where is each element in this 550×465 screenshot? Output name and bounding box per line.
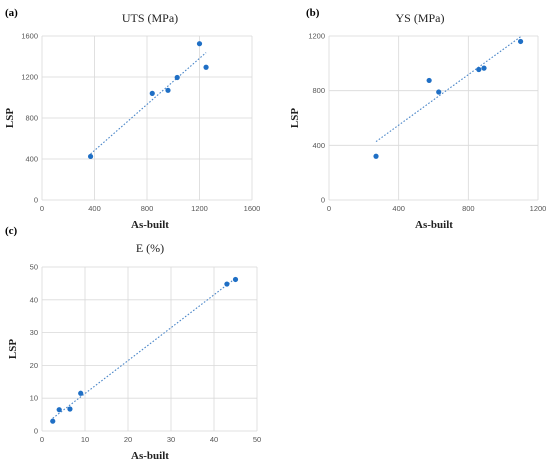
data-point — [426, 77, 432, 84]
x-axis-label-c: As-built — [131, 450, 169, 462]
chart-panel-a: (a) UTS (MPa) As-built LSP 0 400 800 1200 16… — [4, 7, 260, 231]
y-tick-label: 0 — [34, 196, 38, 205]
y-tick-label: 800 — [25, 114, 38, 123]
data-point — [165, 87, 171, 93]
x-tick-label: 30 — [167, 435, 175, 444]
gridlines-b — [328, 35, 539, 201]
data-point — [224, 281, 230, 287]
y-tick-label: 400 — [312, 141, 325, 150]
y-tick-label: 50 — [30, 263, 38, 272]
x-tick-label: 0 — [327, 204, 331, 213]
x-axis-label-b: As-built — [415, 219, 453, 231]
data-point — [517, 38, 524, 45]
panel-label-c: (c) — [5, 225, 18, 237]
trendline-a — [90, 52, 207, 155]
y-axis-label-a: LSP — [4, 108, 16, 128]
gridlines-a — [41, 35, 253, 201]
y-tick-label: 1200 — [308, 32, 325, 41]
x-axis-label-a: As-built — [131, 219, 169, 231]
panel-label-b: (b) — [306, 7, 320, 19]
x-tick-label: 40 — [210, 435, 218, 444]
data-point — [232, 276, 239, 283]
chart-title-a: UTS (MPa) — [122, 11, 178, 25]
chart-title-c: E (%) — [136, 241, 164, 255]
data-point — [481, 65, 487, 71]
x-tick-label: 1200 — [191, 204, 208, 213]
x-tick-label: 50 — [253, 435, 261, 444]
x-tick-label: 0 — [40, 435, 44, 444]
data-point — [56, 407, 62, 413]
data-point — [203, 64, 209, 70]
y-tick-label: 30 — [30, 328, 38, 337]
trendline-c — [52, 277, 236, 419]
x-tick-label: 800 — [462, 204, 475, 213]
data-point — [196, 41, 203, 47]
data-point — [476, 66, 482, 73]
y-tick-label: 20 — [30, 361, 38, 370]
y-tick-label: 0 — [321, 196, 325, 205]
gridlines-c — [41, 266, 258, 432]
y-tick-label: 10 — [30, 394, 38, 403]
y-tick-label: 1200 — [21, 73, 38, 82]
y-tick-label: 800 — [312, 86, 325, 95]
y-tick-label: 1600 — [21, 32, 38, 41]
data-point — [373, 153, 379, 159]
chart-panel-c: (c) E (%) As-built LSP 0 10 20 30 40 50 0 10 20 3… — [5, 225, 261, 462]
chart-panel-b: (b) YS (MPa) As-built LSP 0 400 800 1200 0 40… — [289, 7, 546, 231]
data-point — [67, 406, 73, 412]
x-tick-label: 20 — [124, 435, 132, 444]
x-tick-label: 400 — [392, 204, 405, 213]
data-point — [50, 418, 56, 424]
y-tick-label: 0 — [34, 427, 38, 436]
x-tick-label: 1200 — [530, 204, 547, 213]
data-point — [87, 153, 94, 160]
x-tick-label: 400 — [88, 204, 101, 213]
x-tick-label: 10 — [81, 435, 89, 444]
y-axis-label-c: LSP — [7, 339, 19, 359]
x-tick-label: 800 — [141, 204, 154, 213]
panel-label-a: (a) — [5, 7, 18, 19]
x-tick-label: 0 — [40, 204, 44, 213]
y-axis-label-b: LSP — [289, 108, 301, 128]
chart-title-b: YS (MPa) — [395, 11, 444, 25]
data-point — [436, 89, 442, 95]
y-tick-label: 40 — [30, 295, 38, 304]
data-point — [78, 390, 84, 396]
data-point — [149, 90, 155, 96]
y-tick-label: 400 — [25, 155, 38, 164]
trendline-b — [375, 36, 521, 143]
x-tick-label: 1600 — [244, 204, 261, 213]
data-point — [174, 74, 180, 81]
